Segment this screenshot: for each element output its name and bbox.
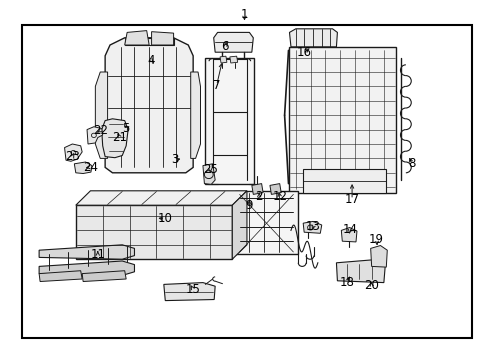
Text: 7: 7: [212, 79, 220, 92]
Polygon shape: [205, 58, 254, 184]
Text: 25: 25: [203, 163, 217, 176]
Polygon shape: [229, 56, 237, 63]
Text: 3: 3: [171, 153, 179, 166]
Polygon shape: [22, 25, 471, 338]
Polygon shape: [232, 191, 246, 259]
Text: 17: 17: [344, 193, 359, 206]
Polygon shape: [336, 260, 385, 283]
Polygon shape: [289, 29, 337, 47]
Polygon shape: [220, 56, 226, 63]
Polygon shape: [234, 191, 298, 254]
Text: 4: 4: [147, 54, 155, 67]
Text: 5: 5: [122, 122, 130, 135]
Polygon shape: [95, 72, 107, 158]
Text: 2: 2: [255, 190, 263, 203]
Polygon shape: [87, 127, 102, 144]
Polygon shape: [163, 283, 215, 301]
Polygon shape: [74, 162, 92, 174]
Polygon shape: [269, 184, 281, 194]
Text: 21: 21: [112, 131, 127, 144]
Text: 8: 8: [407, 157, 415, 170]
Text: 11: 11: [90, 248, 105, 261]
Polygon shape: [124, 38, 173, 45]
Text: 23: 23: [65, 150, 80, 163]
Text: 16: 16: [296, 46, 311, 59]
Polygon shape: [64, 144, 82, 161]
Text: 24: 24: [83, 161, 98, 174]
Polygon shape: [76, 191, 246, 205]
Polygon shape: [341, 228, 356, 242]
Polygon shape: [303, 169, 386, 193]
Text: 20: 20: [364, 279, 378, 292]
Polygon shape: [39, 271, 82, 282]
Polygon shape: [39, 245, 134, 259]
Polygon shape: [370, 246, 386, 267]
Polygon shape: [213, 32, 253, 52]
Polygon shape: [288, 47, 395, 193]
Polygon shape: [303, 221, 321, 233]
Polygon shape: [190, 72, 200, 158]
Text: 10: 10: [158, 212, 172, 225]
Polygon shape: [251, 184, 263, 194]
Polygon shape: [105, 38, 193, 173]
Text: 9: 9: [245, 199, 253, 212]
Text: 18: 18: [339, 276, 354, 289]
Text: 6: 6: [221, 40, 228, 53]
Polygon shape: [203, 164, 215, 184]
Text: 1: 1: [240, 8, 248, 21]
Text: 12: 12: [272, 190, 286, 203]
Polygon shape: [124, 31, 149, 45]
Polygon shape: [151, 32, 173, 45]
Polygon shape: [39, 261, 134, 275]
Text: 22: 22: [93, 124, 107, 137]
Polygon shape: [82, 271, 126, 282]
Polygon shape: [76, 205, 232, 259]
Text: 15: 15: [185, 283, 200, 296]
Polygon shape: [102, 119, 128, 158]
Text: 14: 14: [342, 223, 357, 236]
Text: 13: 13: [305, 220, 320, 233]
Text: 19: 19: [368, 233, 383, 246]
